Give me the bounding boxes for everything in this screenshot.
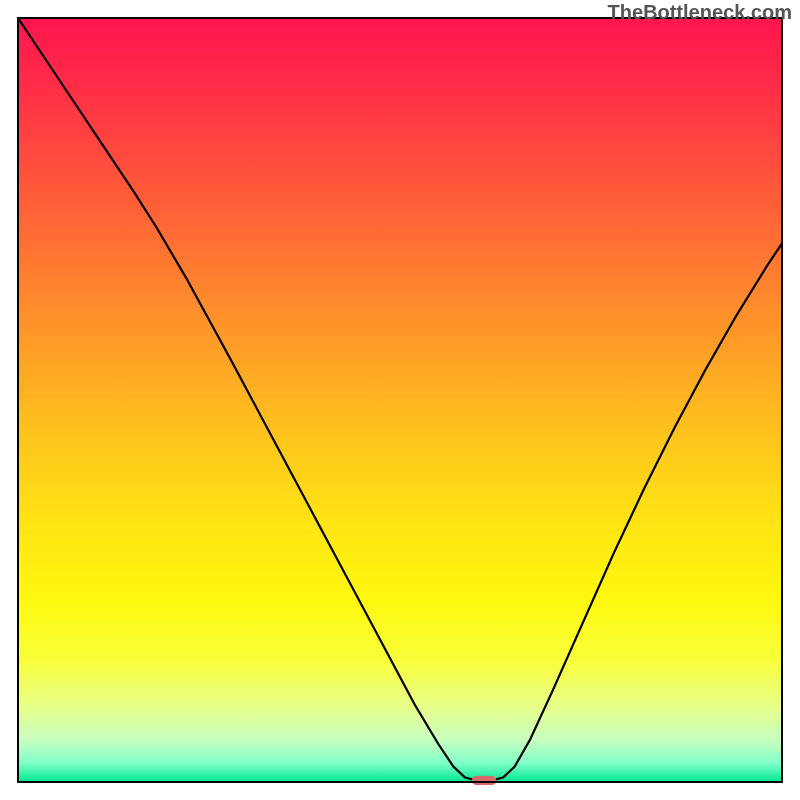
plot-svg [0,0,800,800]
watermark-text: TheBottleneck.com [608,2,792,25]
bottleneck-chart: TheBottleneck.com [0,0,800,800]
plot-background [18,18,782,782]
optimal-point-marker [472,776,496,785]
